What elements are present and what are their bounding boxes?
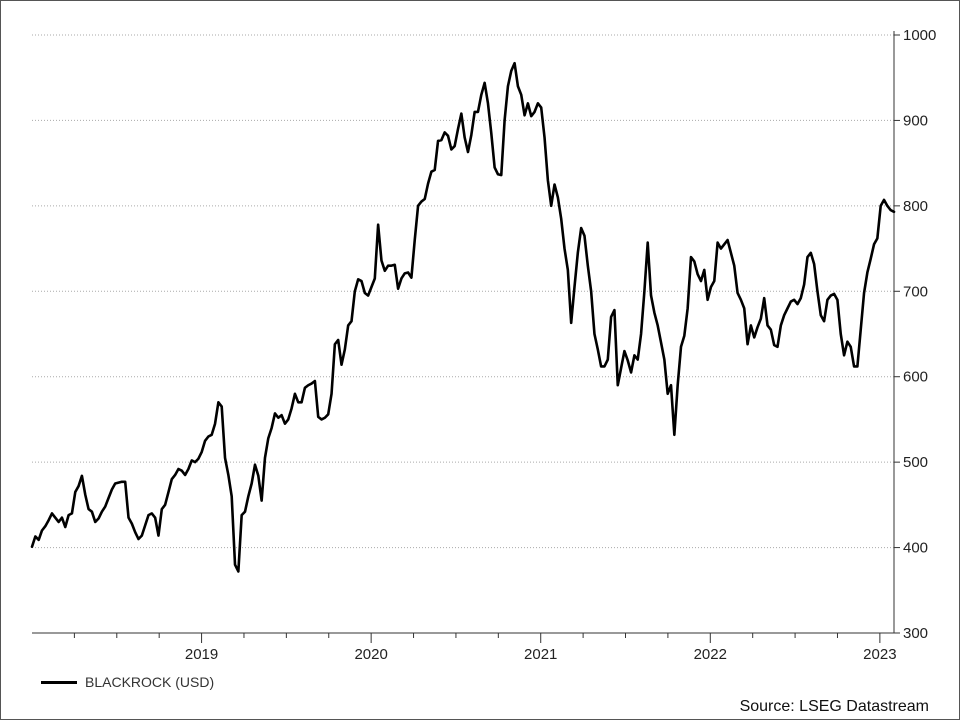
legend: BLACKROCK (USD) bbox=[41, 672, 214, 692]
y-tick-label-400: 400 bbox=[903, 540, 928, 557]
source-label: Source: LSEG Datastream bbox=[739, 698, 929, 715]
x-tick-label-2019: 2019 bbox=[185, 646, 218, 663]
axes: 300 400 500 600 700 800 900 1000 2019 2020 2021 202… bbox=[32, 27, 936, 663]
y-tick-label-1000: 1000 bbox=[903, 27, 936, 44]
x-tick-label-2020: 2020 bbox=[354, 646, 387, 663]
y-tick-label-800: 800 bbox=[903, 198, 928, 215]
x-tick-label-2022: 2022 bbox=[694, 646, 727, 663]
y-tick-label-900: 900 bbox=[903, 112, 928, 129]
y-tick-label-300: 300 bbox=[903, 625, 928, 642]
gridlines bbox=[32, 34, 894, 549]
legend-label: BLACKROCK (USD) bbox=[85, 674, 215, 690]
x-tick-label-2023: 2023 bbox=[863, 646, 896, 663]
y-tick-label-600: 600 bbox=[903, 369, 928, 386]
y-tick-label-700: 700 bbox=[903, 283, 928, 300]
series-line-blackrock bbox=[30, 61, 896, 573]
series-line-group bbox=[30, 61, 896, 573]
legend-swatch bbox=[41, 680, 77, 684]
y-tick-label-500: 500 bbox=[903, 454, 928, 471]
x-tick-label-2021: 2021 bbox=[524, 646, 557, 663]
